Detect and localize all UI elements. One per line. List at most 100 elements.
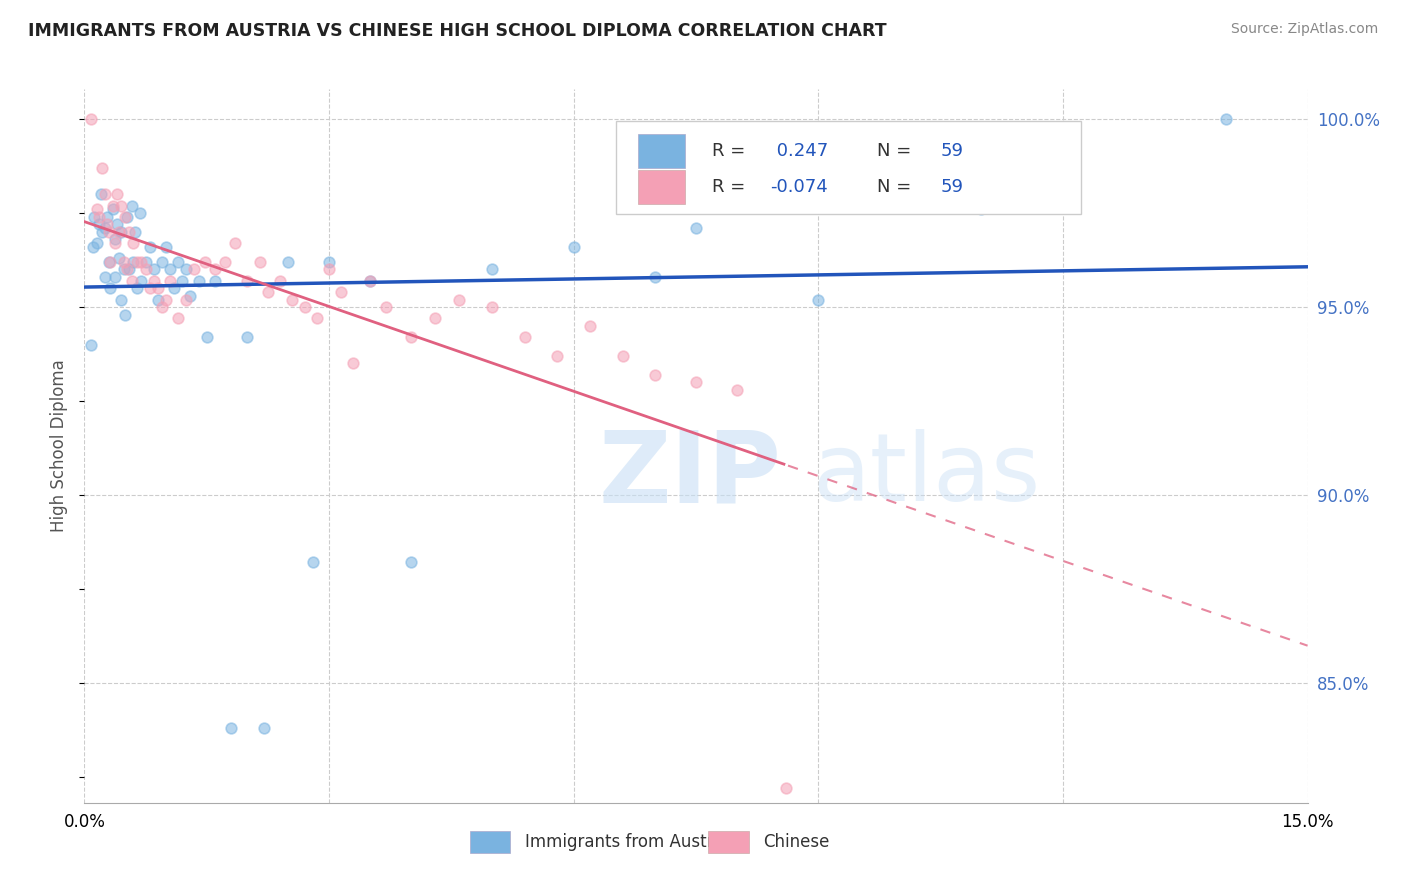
Point xyxy=(159,274,181,288)
Point xyxy=(644,270,666,285)
Point xyxy=(138,281,160,295)
Point xyxy=(305,311,328,326)
Point xyxy=(194,255,217,269)
Point xyxy=(249,255,271,269)
Point xyxy=(107,251,129,265)
Bar xyxy=(470,830,510,854)
Text: R =: R = xyxy=(711,178,751,196)
Point xyxy=(318,255,340,269)
Point xyxy=(187,274,209,288)
Point xyxy=(104,232,127,246)
Point xyxy=(359,274,381,288)
Text: N =: N = xyxy=(877,143,917,161)
Point xyxy=(612,349,634,363)
Point xyxy=(127,281,149,295)
Point xyxy=(294,300,316,314)
Point xyxy=(562,240,585,254)
Point xyxy=(101,202,124,217)
Point xyxy=(399,556,422,570)
Point xyxy=(167,255,190,269)
Point xyxy=(146,281,169,295)
Point xyxy=(91,225,114,239)
Point xyxy=(375,300,398,314)
Point xyxy=(183,262,205,277)
Point xyxy=(253,721,276,735)
FancyBboxPatch shape xyxy=(616,121,1081,214)
Point xyxy=(104,236,127,251)
Point xyxy=(163,281,186,295)
Point xyxy=(281,293,304,307)
Point xyxy=(93,187,115,202)
Point xyxy=(107,225,129,239)
Point xyxy=(110,293,132,307)
Point xyxy=(122,236,145,251)
Point xyxy=(90,187,112,202)
Point xyxy=(318,262,340,277)
Point xyxy=(127,255,149,269)
Point xyxy=(301,556,323,570)
Point xyxy=(93,270,115,285)
Point xyxy=(104,270,127,285)
Point xyxy=(150,255,173,269)
Point xyxy=(138,240,160,254)
Point xyxy=(155,293,177,307)
Text: 0.247: 0.247 xyxy=(770,143,828,161)
Point xyxy=(96,210,118,224)
Point xyxy=(114,210,136,224)
Text: 59: 59 xyxy=(941,143,963,161)
Point xyxy=(224,236,246,251)
Point xyxy=(86,202,108,217)
Point xyxy=(105,187,128,202)
Point xyxy=(150,300,173,314)
Point xyxy=(174,293,197,307)
Point xyxy=(257,285,280,299)
Point xyxy=(118,262,141,277)
Point xyxy=(174,262,197,277)
Text: Source: ZipAtlas.com: Source: ZipAtlas.com xyxy=(1230,22,1378,37)
Point xyxy=(114,308,136,322)
Point xyxy=(172,274,194,288)
Point xyxy=(167,311,190,326)
Point xyxy=(124,225,146,239)
Point xyxy=(277,255,299,269)
Point xyxy=(83,210,105,224)
Point xyxy=(423,311,446,326)
Point xyxy=(579,318,602,333)
Point xyxy=(219,721,242,735)
Point xyxy=(685,375,707,389)
Text: 59: 59 xyxy=(941,178,963,196)
Point xyxy=(725,383,748,397)
Point xyxy=(110,199,132,213)
Point xyxy=(269,274,291,288)
Point xyxy=(359,274,381,288)
Point xyxy=(80,337,103,351)
Text: atlas: atlas xyxy=(813,428,1040,521)
Point xyxy=(105,218,128,232)
Point xyxy=(807,293,830,307)
Y-axis label: High School Diploma: High School Diploma xyxy=(51,359,69,533)
Point xyxy=(155,240,177,254)
Text: -0.074: -0.074 xyxy=(770,178,828,196)
Point xyxy=(131,274,153,288)
Text: ZIP: ZIP xyxy=(598,426,780,523)
Point xyxy=(481,300,503,314)
FancyBboxPatch shape xyxy=(638,169,685,204)
Point xyxy=(159,262,181,277)
Point xyxy=(449,293,471,307)
Point xyxy=(100,281,122,295)
Point xyxy=(204,262,226,277)
Point xyxy=(214,255,236,269)
Point xyxy=(330,285,353,299)
Point xyxy=(100,255,122,269)
Point xyxy=(513,330,536,344)
Point xyxy=(118,225,141,239)
Point xyxy=(399,330,422,344)
Point xyxy=(93,221,115,235)
Text: R =: R = xyxy=(711,143,751,161)
Point xyxy=(110,225,132,239)
Point xyxy=(775,780,797,795)
Text: Chinese: Chinese xyxy=(763,833,830,851)
Point xyxy=(128,206,150,220)
Point xyxy=(87,218,110,232)
Point xyxy=(112,262,135,277)
